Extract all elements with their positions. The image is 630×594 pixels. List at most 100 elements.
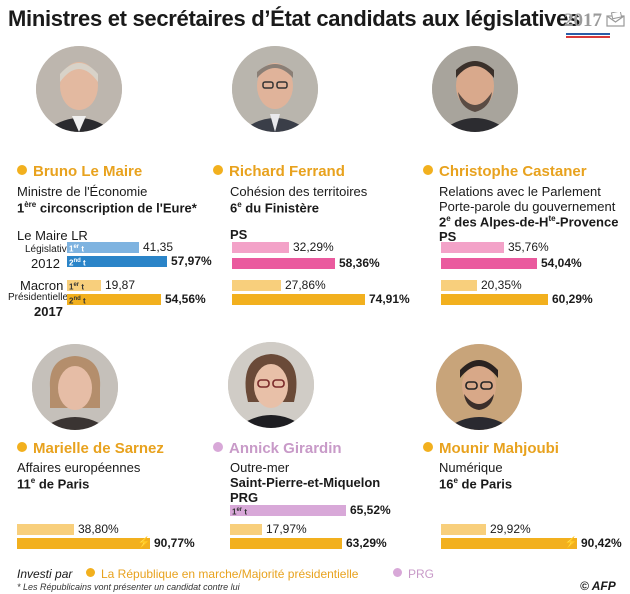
result-bar [17,538,150,549]
presidential-label: Présidentielle [8,292,69,303]
candidate-constituency: Saint-Pierre-et-Miquelon [230,475,381,490]
result-bar [17,524,74,535]
result-bar [441,294,548,305]
candidate-constituency: 1ère circonscription de l'Eure* [17,200,197,216]
portrait-christophe-castaner [432,46,518,132]
candidate-name-text: Bruno Le Maire [33,163,143,180]
result-value: 19,87 [105,278,136,292]
legend-invested-label: Investi par [17,567,73,581]
candidate-role: Outre-mer [230,460,290,475]
party-label-ps: PS [439,229,457,244]
portrait-mounir-mahjoubi [436,344,522,430]
afp-credit: © AFP [580,579,616,593]
candidate-name-text: Richard Ferrand [229,163,345,180]
result-bar [67,256,167,267]
result-bar [232,242,289,253]
presidential-year: 2017 [34,304,63,319]
elected-lightning-icon: ⚡ [137,537,151,549]
round-label: 1er t [69,282,85,292]
round-label: 2nd t [69,296,86,306]
legislative-year: 2012 [31,256,60,271]
portrait-bruno-le-maire [36,46,122,132]
candidate-constituency: 2e des Alpes-de-Hte-Provence [439,214,619,230]
candidate-constituency: 11e de Paris [17,476,90,492]
macron-label: Macron [20,278,64,293]
ballot-envelope-icon [606,12,625,27]
party-label-prg: PRG [230,490,259,505]
result-value: 27,86% [285,278,326,292]
logo-year: 2017 [564,10,602,31]
candidate-name-bruno-le-maire: Bruno Le Maire [17,163,142,180]
result-bar [441,538,577,549]
legend-lrem-label: La République en marche/Majorité préside… [101,567,359,581]
legend-lrem: La République en marche/Majorité préside… [86,567,358,581]
result-bar [230,505,346,516]
logo-stripe-red [566,36,610,38]
result-value: 54,56% [165,292,206,306]
candidate-name-richard-ferrand: Richard Ferrand [213,163,345,180]
result-bar [441,524,486,535]
round-label: 1er t [69,244,85,254]
result-value: 74,91% [369,292,410,306]
result-value: 17,97% [266,522,307,536]
result-value: 65,52% [350,503,391,517]
portrait-annick-girardin [228,342,314,428]
candidate-role: Cohésion des territoires [230,184,368,199]
footnote: * Les Républicains vont présenter un can… [17,582,240,592]
candidate-name-text: Annick Girardin [229,440,342,457]
result-bar [230,524,262,535]
result-value: 20,35% [481,278,522,292]
legislative-label: Législative [25,244,73,255]
candidate-name-marielle-de-sarnez: Marielle de Sarnez [17,440,164,457]
result-bar [441,258,537,269]
result-bar [441,280,477,291]
legend-prg-label: PRG [408,567,435,581]
result-bar [232,258,335,269]
lrem-dot [86,568,95,577]
legend-prg: PRG [393,567,434,581]
party-label-lr: Le Maire LR [17,228,88,243]
result-value: 60,29% [552,292,593,306]
candidate-name-mounir-mahjoubi: Mounir Mahjoubi [423,440,559,457]
lrem-dot [213,165,223,175]
result-bar [232,294,365,305]
candidate-role: Affaires européennes [17,460,141,475]
result-value: 57,97% [171,254,212,268]
elected-lightning-icon: ⚡ [564,537,578,549]
lrem-dot [423,165,433,175]
candidate-name-annick-girardin: Annick Girardin [213,440,342,457]
candidate-role: Numérique [439,460,503,475]
result-value: 90,77% [154,536,195,550]
candidate-constituency: 16e de Paris [439,476,513,492]
result-bar [67,294,161,305]
result-value: 38,80% [78,522,119,536]
result-value: 54,04% [541,256,582,270]
candidate-name-text: Christophe Castaner [439,163,587,180]
result-value: 35,76% [508,240,549,254]
result-bar [67,280,101,291]
prg-dot [213,442,223,452]
portrait-richard-ferrand [232,46,318,132]
candidate-name-text: Mounir Mahjoubi [439,440,559,457]
candidate-role-2: Porte-parole du gouvernement [439,199,616,214]
portrait-marielle-de-sarnez [32,344,118,430]
result-value: 41,35 [143,240,174,254]
result-bar [230,538,342,549]
candidate-role: Relations avec le Parlement [439,184,601,199]
lrem-dot [17,165,27,175]
prg-dot [393,568,402,577]
candidate-constituency: 6e du Finistère [230,200,319,216]
round-label: 1er t [232,507,248,517]
candidate-name-christophe-castaner: Christophe Castaner [423,163,587,180]
result-value: 58,36% [339,256,380,270]
page-title: Ministres et secrétaires d’État candidat… [8,6,580,31]
election-2017-logo: 2017 [564,8,626,38]
result-bar [67,242,139,253]
party-label-ps: PS [230,227,248,242]
candidate-role: Ministre de l'Économie [17,184,148,199]
result-value: 63,29% [346,536,387,550]
lrem-dot [423,442,433,452]
round-label: 2nd t [69,258,86,268]
result-value: 32,29% [293,240,334,254]
logo-stripe-blue [566,33,610,35]
